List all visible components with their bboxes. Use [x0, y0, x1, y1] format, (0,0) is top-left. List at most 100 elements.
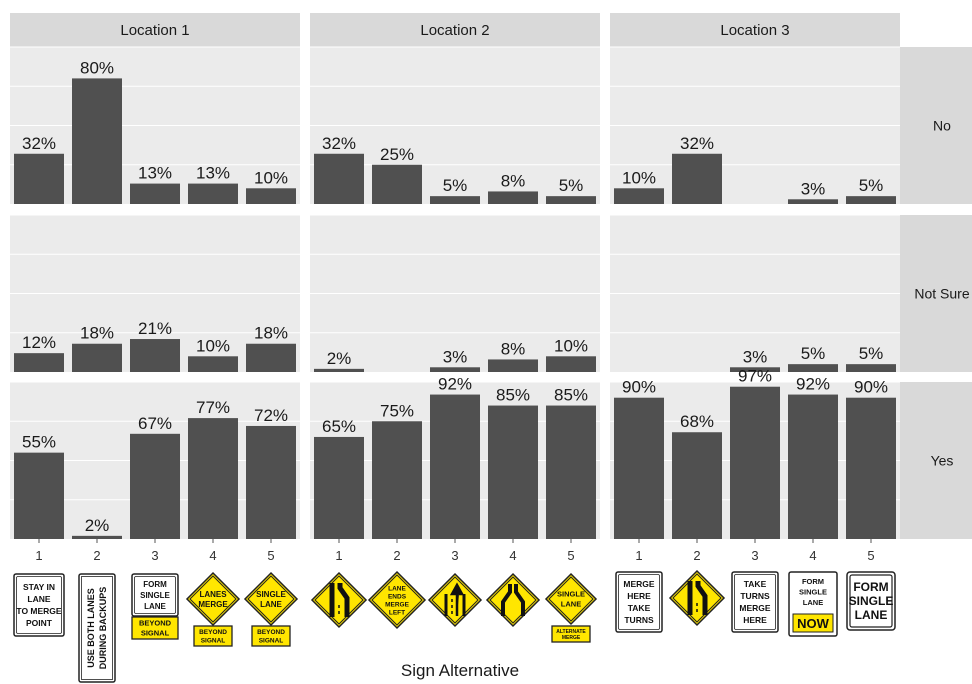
bar	[672, 432, 722, 539]
sign-text: SINGLE	[799, 588, 827, 597]
row-strip-not-sure: Not Sure	[900, 215, 972, 372]
sign-text: LANE	[260, 600, 282, 609]
sign-loc2-1	[310, 571, 368, 629]
bar	[846, 397, 896, 539]
sign-text: LANE	[27, 594, 50, 604]
bar	[788, 199, 838, 204]
bar	[546, 356, 596, 372]
bar	[14, 452, 64, 539]
sign-text: SINGLE	[256, 590, 286, 599]
warning-diamond	[544, 572, 598, 626]
facet-strip-label: Location 2	[420, 22, 489, 39]
sign-plaque	[551, 625, 591, 643]
sign-text: MERGE	[198, 600, 228, 609]
sign-text: SIGNAL	[201, 638, 226, 645]
data-label: 10%	[622, 168, 656, 187]
sign-text: MERGE	[562, 635, 581, 641]
data-label: 32%	[22, 134, 56, 153]
panel-location-2-no: 32% 25% 5% 8% 5%	[310, 46, 600, 204]
bar	[430, 196, 480, 204]
sign-text: LANE	[144, 602, 166, 611]
data-label: 68%	[680, 412, 714, 431]
x-tick-label: 2	[693, 548, 700, 563]
sign-text: TAKE	[628, 603, 651, 613]
data-label: 13%	[196, 164, 230, 183]
data-label: 32%	[322, 134, 356, 153]
bar	[188, 183, 238, 204]
bar	[72, 78, 122, 204]
sign-loc3-2	[668, 569, 726, 627]
data-label: 55%	[22, 433, 56, 452]
panel-location-3-no: 10% 32% 3% 5%	[610, 46, 900, 204]
sign-loc2-4	[485, 572, 541, 628]
data-label: 97%	[738, 367, 772, 386]
sign-text: FORM	[853, 580, 888, 594]
data-label: 85%	[496, 386, 530, 405]
panel-location-2-not-sure: 2% 3% 8% 10%	[310, 214, 600, 372]
bar	[846, 196, 896, 204]
bar	[846, 364, 896, 372]
data-label: 2%	[327, 349, 352, 368]
bar	[614, 397, 664, 539]
sign-text: LANE	[855, 608, 888, 622]
x-tick-label: 4	[809, 548, 816, 563]
warning-diamond	[310, 571, 368, 629]
sign-text: FORM	[143, 580, 167, 589]
x-tick-label: 3	[451, 548, 458, 563]
bar	[488, 191, 538, 204]
data-label: 5%	[801, 344, 826, 363]
warning-diamond	[668, 569, 726, 627]
data-label: 3%	[801, 179, 826, 198]
data-label: 18%	[80, 324, 114, 343]
sign-text: MERGE	[739, 603, 771, 613]
bar	[14, 153, 64, 204]
x-tick-label: 2	[93, 548, 100, 563]
sign-text: SINGLE	[849, 594, 894, 608]
sign-text: LEFT	[389, 609, 405, 616]
sign-text: BEYOND	[139, 619, 172, 628]
sign-text: NOW	[797, 616, 830, 631]
bar	[314, 436, 364, 539]
warning-diamond	[427, 572, 483, 628]
bar	[72, 535, 122, 539]
data-label: 90%	[854, 378, 888, 397]
data-label: 92%	[438, 375, 472, 394]
sign-text: LANE	[388, 585, 406, 592]
sign-text: HERE	[743, 615, 767, 625]
x-tick-label: 4	[509, 548, 516, 563]
bar	[372, 164, 422, 204]
bar	[488, 359, 538, 372]
data-label: 67%	[138, 414, 172, 433]
data-label: 25%	[380, 145, 414, 164]
panel-location-3-yes: 90% 68% 97% 92% 90%	[610, 367, 900, 539]
data-label: 12%	[22, 333, 56, 352]
data-label: 65%	[322, 417, 356, 436]
x-tick-label: 1	[635, 548, 642, 563]
data-label: 90%	[622, 378, 656, 397]
bar	[672, 153, 722, 204]
x-axis-title: Sign Alternative	[401, 661, 519, 680]
facet-strip-location-3: Location 3	[610, 13, 900, 47]
sign-text: POINT	[26, 618, 53, 628]
sign-loc3-3: TAKE TURNS MERGE HERE	[731, 571, 779, 633]
lanes-merge-symbol-icon	[501, 584, 525, 616]
facet-strip-location-1: Location 1	[10, 13, 300, 47]
bar	[546, 405, 596, 539]
sign-text: ENDS	[388, 593, 407, 600]
data-label: 5%	[443, 176, 468, 195]
bar	[246, 343, 296, 372]
bar	[130, 183, 180, 204]
sign-text: STAY IN	[23, 582, 55, 592]
x-tick-label: 1	[335, 548, 342, 563]
sign-text: TURNS	[624, 615, 654, 625]
panel-location-1-no: 32% 80% 13% 13% 10%	[10, 46, 300, 204]
bar	[430, 367, 480, 372]
data-label: 18%	[254, 324, 288, 343]
data-label: 72%	[254, 406, 288, 425]
panel-location-2-yes: 65% 75% 92% 85% 85%	[310, 375, 600, 539]
sign-plaque	[131, 616, 179, 640]
panel-location-1-not-sure: 12% 18% 21% 10% 18%	[10, 214, 300, 372]
